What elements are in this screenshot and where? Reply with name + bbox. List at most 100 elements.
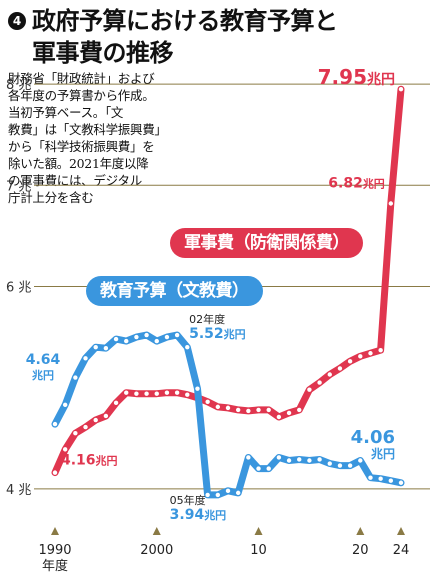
- data-point-education: [266, 466, 271, 471]
- x-tick-mark: [51, 527, 59, 535]
- series-lines: [51, 85, 405, 499]
- data-point-military: [225, 405, 231, 411]
- annotation-value-label: 5.52: [189, 326, 224, 342]
- annotation-value-label: 4.06: [351, 427, 395, 448]
- data-point-education: [286, 458, 292, 463]
- data-point-military: [93, 417, 98, 423]
- annotation-value-label: 4.16: [61, 453, 96, 469]
- data-point-military: [103, 413, 109, 419]
- chart-title-line-2: 軍事費の推移: [32, 39, 174, 67]
- data-point-education: [113, 336, 119, 342]
- data-point-military: [276, 414, 282, 420]
- x-tick-mark: [397, 527, 405, 535]
- annotation-unit-label: 兆円: [32, 368, 54, 382]
- data-point-education: [93, 344, 98, 350]
- annotation-label: 3.94兆円: [170, 507, 227, 523]
- annotation-value-label: 6.82: [328, 176, 363, 192]
- y-tick-label: 8 兆: [6, 78, 31, 93]
- data-point-military: [83, 424, 88, 430]
- x-tick-label: 24: [393, 543, 410, 558]
- series-label-education: 教育予算（文教費）: [86, 276, 263, 306]
- data-point-military: [358, 354, 363, 359]
- data-point-education: [347, 463, 353, 468]
- data-point-military: [317, 380, 322, 385]
- data-point-military: [378, 348, 383, 353]
- data-point-military: [164, 390, 170, 395]
- data-point-education: [235, 490, 241, 496]
- data-point-education: [62, 402, 68, 408]
- data-point-education: [256, 466, 261, 471]
- x-tick-sublabel: 年度: [42, 558, 68, 574]
- data-labels: 4.16兆円6.82兆円7.95兆円4.64兆円02年度5.52兆円05年度3.…: [26, 65, 395, 523]
- data-point-military: [347, 359, 353, 364]
- data-point-education: [154, 338, 159, 344]
- data-point-military: [113, 400, 119, 406]
- y-tick-label: 4 兆: [6, 483, 31, 498]
- data-point-education: [144, 332, 149, 338]
- data-point-education: [327, 461, 332, 466]
- data-point-military: [266, 407, 271, 413]
- annotation-label: 7.95兆円: [318, 65, 395, 89]
- data-point-military: [327, 372, 332, 377]
- data-point-military: [337, 366, 343, 371]
- data-point-military: [368, 351, 373, 356]
- annotation-value-label: 4.64: [26, 352, 61, 368]
- x-tick-label: 1990: [38, 543, 71, 558]
- data-point-military: [388, 201, 394, 206]
- data-point-military: [256, 407, 261, 413]
- source-note: 財務省「財政統計」および 各年度の予算書から作成。 当初予算ベース。「文 教費」…: [8, 71, 167, 205]
- data-point-military: [134, 391, 139, 396]
- annotation-year-label: 05年度: [170, 493, 206, 507]
- data-point-military: [144, 391, 149, 396]
- figure-number-badge: 4: [8, 12, 26, 30]
- x-tick-label: 10: [250, 543, 267, 558]
- annotation-unit-label: 兆円: [204, 508, 226, 522]
- data-point-education: [52, 421, 58, 427]
- x-tick-label: 20: [352, 543, 369, 558]
- data-point-military: [205, 399, 210, 405]
- data-point-military: [185, 392, 190, 397]
- data-point-military: [52, 470, 58, 475]
- data-point-education: [276, 455, 282, 460]
- data-point-military: [286, 410, 292, 416]
- data-point-education: [185, 344, 190, 350]
- data-point-military: [215, 404, 221, 410]
- series-label-military: 軍事費（防衛関係費）: [170, 228, 363, 258]
- annotation-unit-label: 兆円: [367, 72, 395, 88]
- data-point-education: [83, 356, 88, 361]
- x-tick-mark: [254, 527, 263, 535]
- annotation-unit-label: 兆円: [363, 177, 385, 191]
- data-point-education: [297, 457, 302, 462]
- data-point-education: [337, 463, 343, 468]
- data-point-military: [246, 408, 251, 414]
- data-point-education: [358, 458, 363, 463]
- data-point-education: [134, 334, 139, 340]
- annotation-unit-label: 兆円: [96, 454, 118, 468]
- annotation-value-label: 3.94: [170, 507, 205, 523]
- data-point-education: [174, 332, 180, 338]
- annotation-unit-label: 兆円: [224, 327, 246, 341]
- data-point-education: [215, 492, 221, 498]
- data-point-education: [246, 455, 251, 460]
- data-point-education: [307, 458, 312, 463]
- annotation-label: 4.16兆円: [61, 453, 118, 469]
- data-point-military: [398, 86, 404, 92]
- x-tick-label: 2000: [140, 543, 173, 558]
- data-point-education: [205, 492, 210, 498]
- data-point-military: [154, 391, 159, 396]
- x-tick-mark: [356, 527, 365, 535]
- data-point-military: [73, 430, 78, 436]
- data-point-education: [103, 345, 109, 351]
- x-tick-mark: [152, 527, 161, 535]
- annotation-year-label: 02年度: [189, 312, 225, 326]
- data-point-education: [368, 475, 373, 480]
- data-point-military: [124, 390, 129, 395]
- data-point-education: [378, 476, 383, 481]
- annotation-label: 5.52兆円: [189, 326, 246, 342]
- annotation-unit-label: 兆円: [371, 446, 395, 461]
- chart-title-line-1: 政府予算における教育予算と: [32, 7, 338, 35]
- data-point-education: [73, 375, 78, 380]
- data-point-military: [174, 390, 180, 395]
- data-point-education: [164, 334, 170, 340]
